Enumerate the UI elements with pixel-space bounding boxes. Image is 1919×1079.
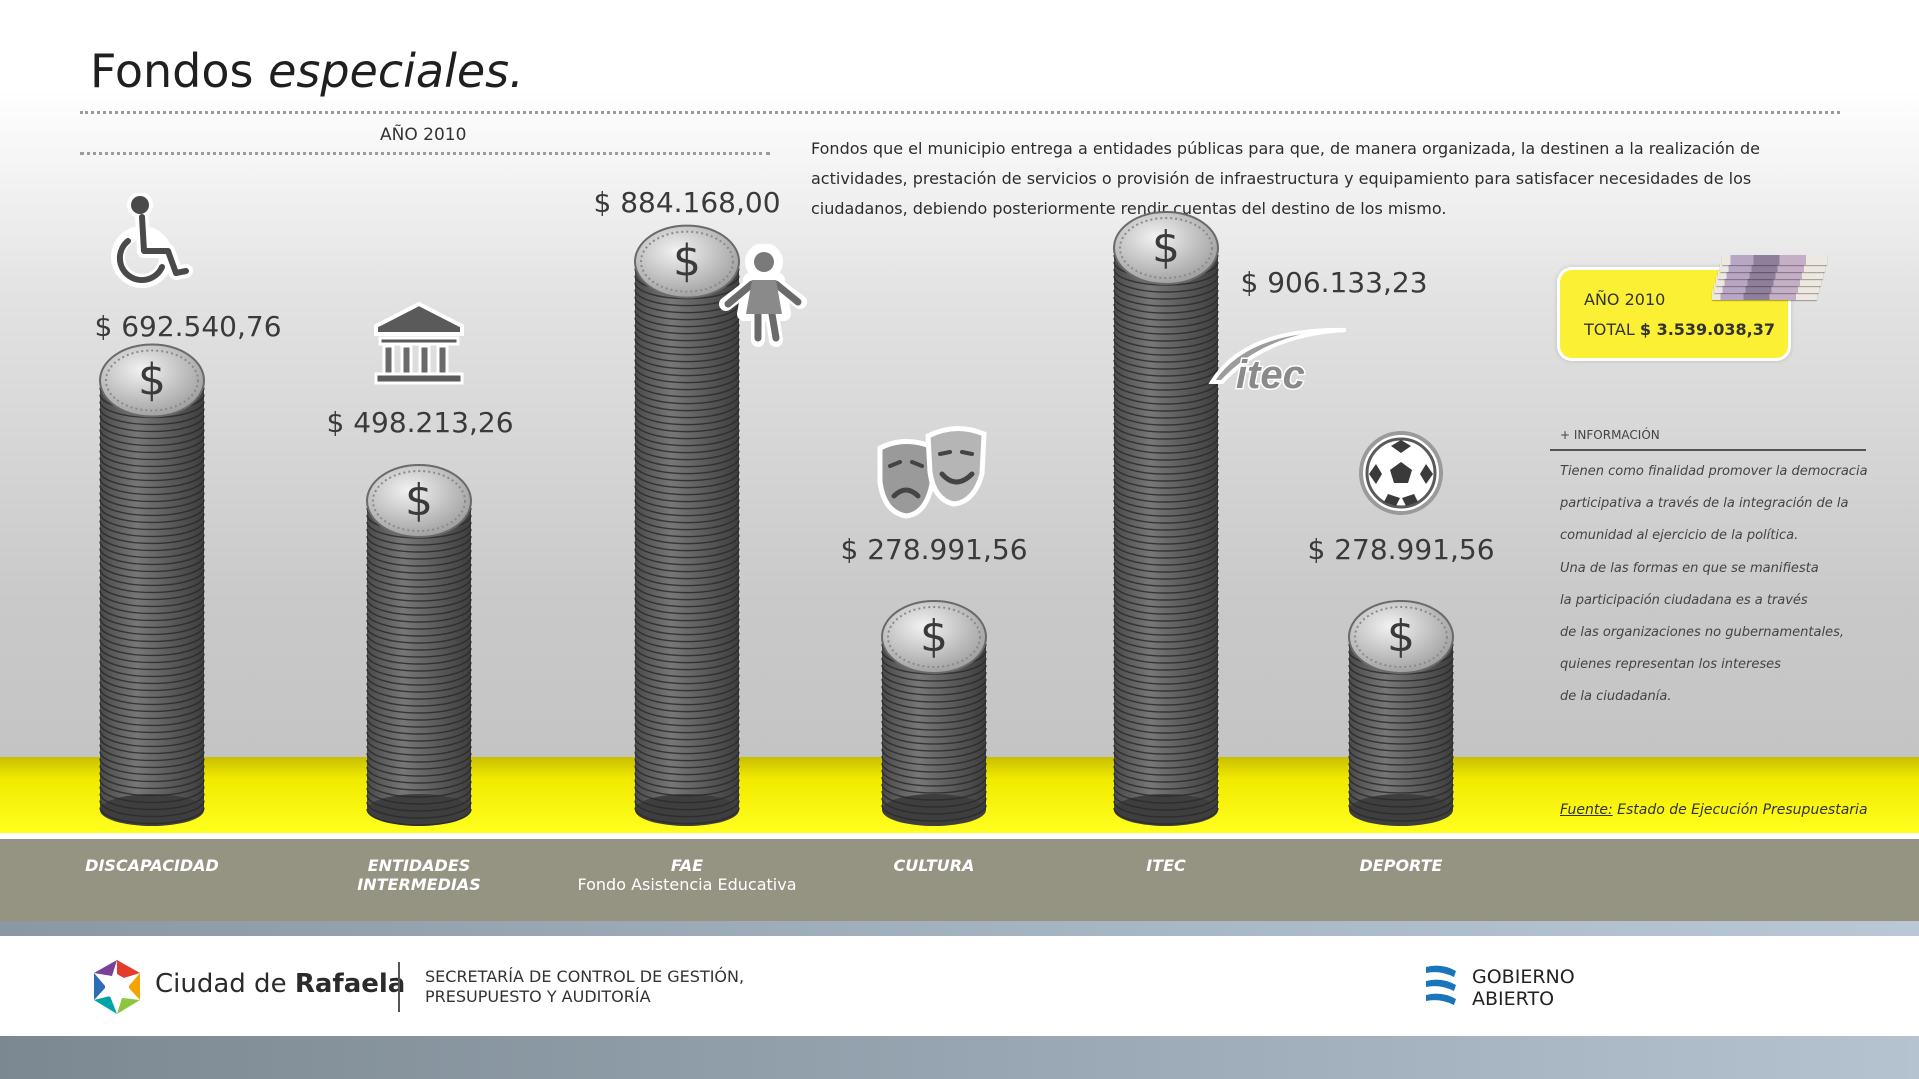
institution-building-icon [374, 301, 464, 385]
source-text: Estado de Ejecución Presupuestaria [1617, 802, 1868, 818]
coin-dollar-sign: $ [673, 236, 701, 287]
banknotes-icon [1712, 254, 1827, 304]
itec-logo-icon: itec [1208, 327, 1347, 399]
description-text: Fondos que el municipio entrega a entida… [811, 139, 1760, 218]
coin-dollar-sign: $ [138, 354, 166, 405]
coin-dollar-sign: $ [920, 611, 948, 662]
value-label-fae: $ 884.168,00 [593, 186, 781, 219]
value-label-discapacidad: $ 692.540,76 [94, 310, 282, 343]
category-line: ITEC [1146, 856, 1186, 875]
coin-stack-entidades-intermedias: $ [366, 463, 472, 826]
dotted-divider-year [80, 152, 770, 155]
category-line: CULTURA [893, 856, 975, 875]
category-label-itec: ITEC [1046, 856, 1286, 875]
coin-stack-deporte: $ [1348, 599, 1454, 826]
title-emphasis: especiales. [268, 44, 524, 98]
category-label-deporte: DEPORTE [1281, 856, 1521, 875]
soccer-ball-icon [1359, 431, 1443, 515]
info-line: Tienen como finalidad promover la democr… [1560, 464, 1868, 479]
value-label-deporte: $ 278.991,56 [1307, 533, 1495, 566]
info-line: participativa a través de la integración… [1560, 496, 1849, 512]
city-name: Ciudad de Rafaela [155, 969, 405, 999]
coin-stack-discapacidad: $ [99, 343, 205, 826]
blue-strip [0, 921, 1919, 936]
secretaria-text: SECRETARÍA DE CONTROL DE GESTIÓN, PRESUP… [425, 967, 745, 1006]
footer-bottom-band [0, 1036, 1919, 1079]
category-subtitle-fae: Fondo Asistencia Educativa [577, 875, 797, 894]
coin-dollar-sign: $ [1387, 611, 1415, 662]
city-prefix: Ciudad de [155, 969, 287, 999]
source-note: Fuente: Estado de Ejecución Presupuestar… [1560, 802, 1868, 818]
category-label-fae: FAE [567, 856, 807, 875]
category-band [0, 839, 1919, 921]
category-label-entidades: ENTIDADES INTERMEDIAS [299, 856, 539, 894]
info-line: la participación ciudadana es a través [1560, 592, 1808, 608]
dotted-divider-top [80, 111, 1840, 114]
footer-divider [398, 962, 400, 1012]
child-running-icon [719, 244, 807, 347]
gobierno-abierto-text: GOBIERNO ABIERTO [1472, 966, 1575, 1010]
category-line: FAE [670, 856, 704, 875]
title-main: Fondos [90, 44, 254, 98]
info-divider [1550, 449, 1866, 451]
info-heading: + INFORMACIÓN [1560, 428, 1660, 442]
coin-stack-itec: $ [1113, 211, 1219, 826]
info-line: quienes representan los intereses [1560, 657, 1781, 673]
coin-dollar-sign: $ [405, 475, 433, 526]
value-label-itec: $ 906.133,23 [1240, 266, 1428, 299]
coin-stack-cultura: $ [881, 599, 987, 826]
value-label-cultura: $ 278.991,56 [840, 533, 1028, 566]
coin-dollar-sign: $ [1152, 222, 1180, 273]
source-label: Fuente: [1560, 802, 1613, 818]
theater-masks-icon [877, 426, 987, 519]
category-label-discapacidad: DISCAPACIDAD [32, 856, 272, 875]
year-label: AÑO 2010 [380, 125, 467, 145]
gobierno-abierto-icon [1426, 965, 1456, 1005]
info-line: comunidad al ejercicio de la política. [1560, 528, 1799, 544]
total-value: $ 3.539.038,37 [1639, 320, 1775, 339]
category-line: DISCAPACIDAD [85, 856, 219, 875]
footer [0, 936, 1919, 1036]
ciudad-rafaela-logo [94, 960, 140, 1014]
info-text: Tienen como finalidad promover la democr… [1560, 456, 1890, 714]
info-line: Una de las formas en que se manifiesta [1560, 560, 1819, 576]
total-label: TOTAL [1584, 320, 1635, 339]
category-line: ENTIDADES [367, 856, 471, 875]
category-line: INTERMEDIAS [357, 875, 481, 894]
category-label-cultura: CULTURA [814, 856, 1054, 875]
city-name-bold: Rafaela [294, 969, 406, 999]
info-line: de la ciudadanía. [1560, 689, 1672, 705]
coin-stack-fae: $ [634, 224, 740, 826]
category-line: DEPORTE [1359, 856, 1443, 875]
total-year: AÑO 2010 [1584, 290, 1666, 309]
total-line: TOTAL $ 3.539.038,37 [1584, 320, 1775, 339]
separator-line [0, 833, 1919, 839]
svg-text:itec: itec [1236, 353, 1305, 397]
info-line: de las organizaciones no gubernamentales… [1560, 625, 1844, 641]
page-title: Fondos especiales. [90, 44, 524, 98]
value-label-entidades: $ 498.213,26 [326, 406, 514, 439]
wheelchair-icon [111, 193, 193, 288]
